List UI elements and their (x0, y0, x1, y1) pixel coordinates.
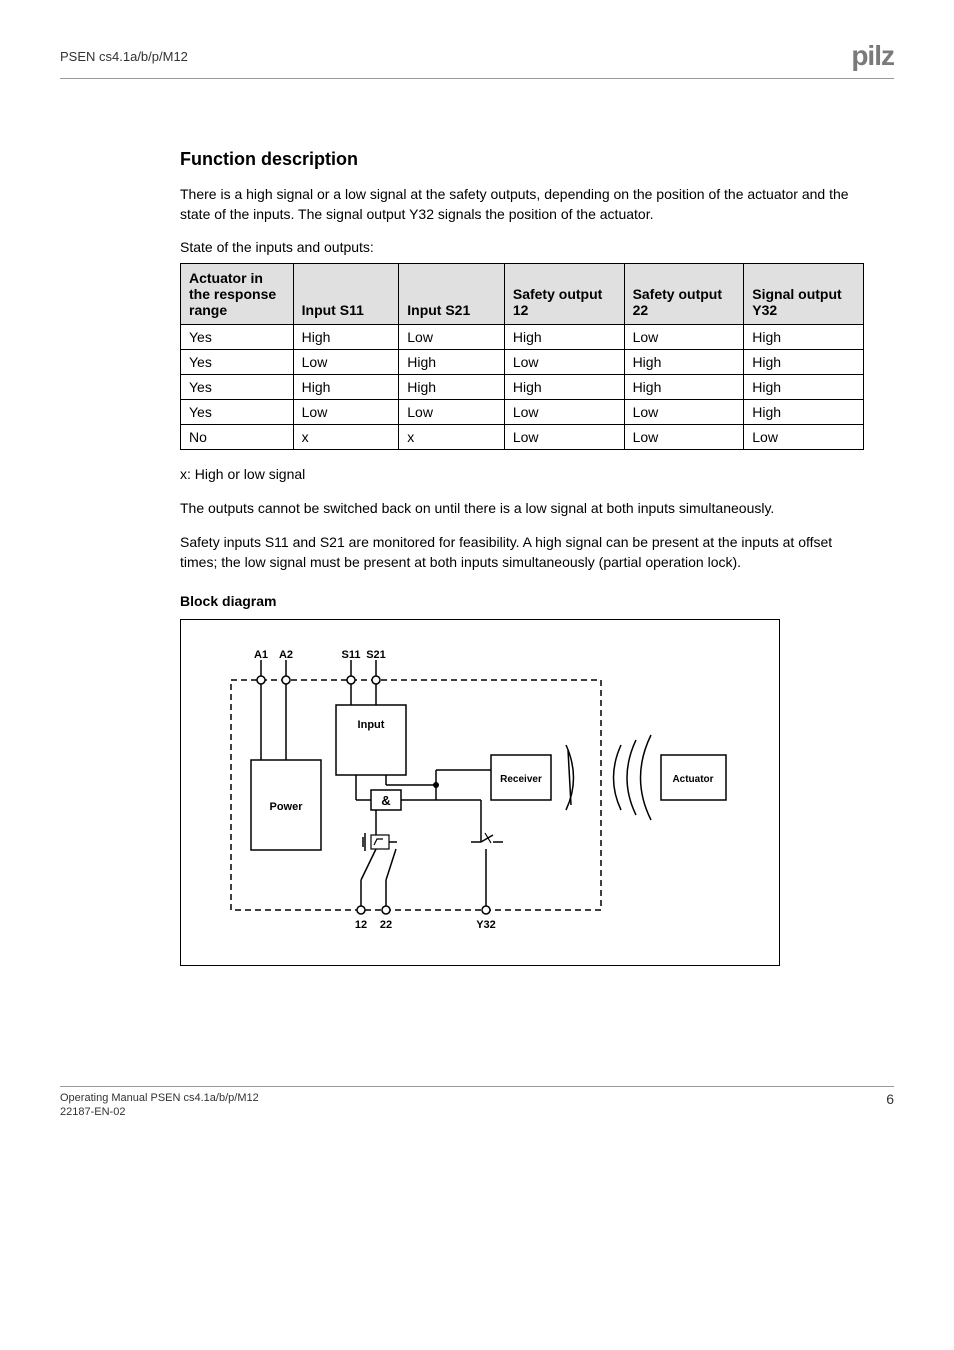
svg-text:S11: S11 (342, 650, 361, 661)
table-row: YesLowHighLowHighHigh (181, 349, 864, 374)
svg-text:S21: S21 (366, 650, 386, 661)
svg-text:A1: A1 (254, 650, 268, 661)
intro-paragraph: There is a high signal or a low signal a… (180, 184, 864, 225)
table-row: YesHighHighHighHighHigh (181, 374, 864, 399)
note-switch: The outputs cannot be switched back on u… (180, 498, 864, 518)
footer-doc-id: 22187-EN-02 (60, 1105, 259, 1119)
footer-page-number: 6 (886, 1091, 894, 1120)
svg-text:A2: A2 (279, 650, 293, 661)
svg-text:Y32: Y32 (476, 919, 496, 930)
note-x: x: High or low signal (180, 464, 864, 484)
table-header: Input S11 (293, 263, 399, 324)
footer-manual: Operating Manual PSEN cs4.1a/b/p/M12 (60, 1091, 259, 1105)
svg-text:Power: Power (269, 801, 303, 813)
note-feasibility: Safety inputs S11 and S21 are monitored … (180, 532, 864, 573)
svg-text:Input: Input (358, 719, 385, 731)
table-caption: State of the inputs and outputs: (180, 239, 864, 255)
table-body: YesHighLowHighLowHigh YesLowHighLowHighH… (181, 324, 864, 449)
svg-text:12: 12 (355, 919, 367, 930)
block-diagram-title: Block diagram (180, 593, 864, 609)
table-header: Signal output Y32 (744, 263, 864, 324)
table-row: YesLowLowLowLowHigh (181, 399, 864, 424)
state-table: Actuator in the response range Input S11… (180, 263, 864, 450)
svg-text:22: 22 (380, 919, 392, 930)
table-header: Input S21 (399, 263, 505, 324)
block-diagram-svg: A1 A2 S11 S21 Power Input (221, 650, 741, 930)
table-header: Safety output 22 (624, 263, 744, 324)
section-title: Function description (180, 149, 864, 170)
table-header: Safety output 12 (504, 263, 624, 324)
pilz-logo: pilz (851, 40, 894, 72)
page-header: PSEN cs4.1a/b/p/M12 pilz (60, 40, 894, 79)
table-row: NoxxLowLowLow (181, 424, 864, 449)
table-row: YesHighLowHighLowHigh (181, 324, 864, 349)
svg-text:Actuator: Actuator (672, 774, 713, 785)
page-footer: Operating Manual PSEN cs4.1a/b/p/M12 221… (60, 1086, 894, 1120)
header-product: PSEN cs4.1a/b/p/M12 (60, 49, 188, 64)
table-header: Actuator in the response range (181, 263, 294, 324)
svg-text:Receiver: Receiver (500, 774, 542, 785)
svg-text:&: & (381, 793, 390, 808)
block-diagram: A1 A2 S11 S21 Power Input (180, 619, 780, 966)
